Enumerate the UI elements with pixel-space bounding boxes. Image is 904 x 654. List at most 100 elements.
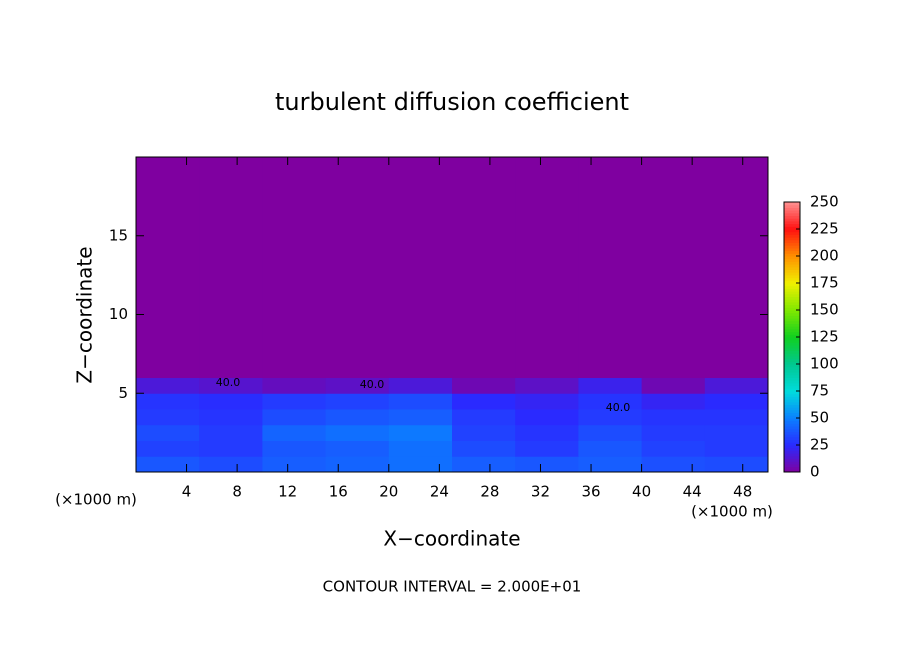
colorbar-swatch — [784, 215, 800, 219]
colorbar-swatch — [784, 304, 800, 308]
colorbar-swatch — [784, 301, 800, 306]
x-axis-label: X−coordinate — [383, 527, 520, 551]
heat-cell — [641, 157, 706, 378]
heat-cell — [199, 409, 263, 426]
heat-cell — [515, 440, 579, 457]
colorbar-swatch — [784, 239, 800, 243]
heat-cell — [578, 377, 643, 394]
heat-cell — [452, 456, 516, 473]
x-tick-label: 20 — [379, 483, 398, 501]
colorbar-swatch — [784, 291, 800, 295]
colorbar-swatch — [784, 450, 800, 454]
colorbar-swatch — [784, 220, 800, 225]
colorbar-swatch — [784, 347, 800, 351]
heat-cell — [136, 409, 200, 426]
colorbar-swatch — [784, 388, 800, 392]
heat-cell — [704, 424, 769, 441]
heat-cell — [515, 157, 579, 378]
colorbar-swatch — [784, 339, 800, 343]
colorbar-swatch — [784, 382, 800, 387]
heat-cell — [452, 440, 516, 457]
colorbar-swatch — [784, 445, 800, 449]
heat-cell — [262, 440, 327, 457]
heat-cell — [704, 377, 769, 394]
colorbar-swatch — [784, 247, 800, 252]
y-axis-label: Z−coordinate — [73, 246, 97, 383]
colorbar-swatch — [784, 326, 800, 330]
heat-cell — [578, 440, 643, 457]
colorbar-swatch — [784, 404, 800, 408]
heat-cell — [136, 440, 200, 457]
colorbar-tick-label: 225 — [810, 220, 839, 238]
heat-cell — [641, 409, 706, 426]
heat-cell — [388, 157, 453, 378]
colorbar-swatch — [784, 293, 800, 297]
x-tick-label: 8 — [232, 483, 242, 501]
colorbar-swatch — [784, 447, 800, 451]
colorbar-swatch — [784, 272, 800, 276]
heat-cell — [136, 424, 200, 441]
colorbar-swatch — [784, 436, 800, 441]
heat-cell — [136, 393, 200, 410]
contour-label: 40.0 — [360, 378, 385, 391]
colorbar-swatch — [784, 253, 800, 257]
heat-cell — [641, 456, 706, 473]
colorbar-tick-label: 0 — [810, 463, 820, 481]
colorbar-swatch — [784, 372, 800, 376]
colorbar-swatch — [784, 415, 800, 419]
colorbar-tick-label: 125 — [810, 328, 839, 346]
colorbar-swatch — [784, 226, 800, 230]
colorbar-swatch — [784, 345, 800, 349]
x-tick-label: 32 — [531, 483, 550, 501]
y-tick-label: 5 — [118, 384, 128, 402]
footnote: CONTOUR INTERVAL = 2.000E+01 — [323, 578, 582, 596]
x-tick-label: 16 — [329, 483, 348, 501]
colorbar-swatch — [784, 426, 800, 430]
heat-cell — [452, 424, 516, 441]
colorbar-swatch — [784, 264, 800, 268]
heat-cell — [262, 377, 327, 394]
heat-cell — [578, 424, 643, 441]
colorbar-swatch — [784, 469, 800, 473]
heat-cell — [515, 456, 579, 473]
x-tick-label: 40 — [632, 483, 651, 501]
colorbar-swatch — [784, 431, 800, 435]
heat-cell — [641, 377, 706, 394]
colorbar-swatch — [784, 412, 800, 416]
colorbar-swatch — [784, 434, 800, 438]
colorbar-swatch — [784, 409, 800, 414]
colorbar-tick-label: 250 — [810, 193, 839, 211]
colorbar-swatch — [784, 350, 800, 354]
heat-cell — [325, 440, 390, 457]
colorbar-swatch — [784, 355, 800, 360]
x-tick-label: 28 — [480, 483, 499, 501]
heat-cell — [515, 393, 579, 410]
colorbar-swatch — [784, 385, 800, 389]
heat-cell — [325, 157, 390, 378]
colorbar-swatch — [784, 366, 800, 370]
colorbar-swatch — [784, 318, 800, 322]
y-unit: (×1000 m) — [55, 491, 137, 509]
heat-cell — [262, 157, 327, 378]
heat-cell — [325, 456, 390, 473]
heat-cell — [641, 424, 706, 441]
heat-cell — [578, 393, 643, 410]
x-tick-label: 44 — [683, 483, 702, 501]
colorbar-swatch — [784, 391, 800, 395]
colorbar-swatch — [784, 283, 800, 287]
colorbar-swatch — [784, 299, 800, 303]
heat-cell — [452, 377, 516, 394]
chart-title: turbulent diffusion coefficient — [275, 88, 629, 116]
contour-label: 40.0 — [216, 376, 241, 389]
x-unit: (×1000 m) — [691, 503, 773, 521]
heat-cell — [641, 393, 706, 410]
heat-cell — [136, 456, 200, 473]
heat-cell — [578, 409, 643, 426]
colorbar-swatch — [784, 353, 800, 357]
colorbar-swatch — [784, 315, 800, 319]
colorbar-swatch — [784, 361, 800, 365]
colorbar-swatch — [784, 261, 800, 265]
heat-cell — [515, 409, 579, 426]
heat-cell — [199, 377, 263, 394]
colorbar-swatch — [784, 280, 800, 284]
